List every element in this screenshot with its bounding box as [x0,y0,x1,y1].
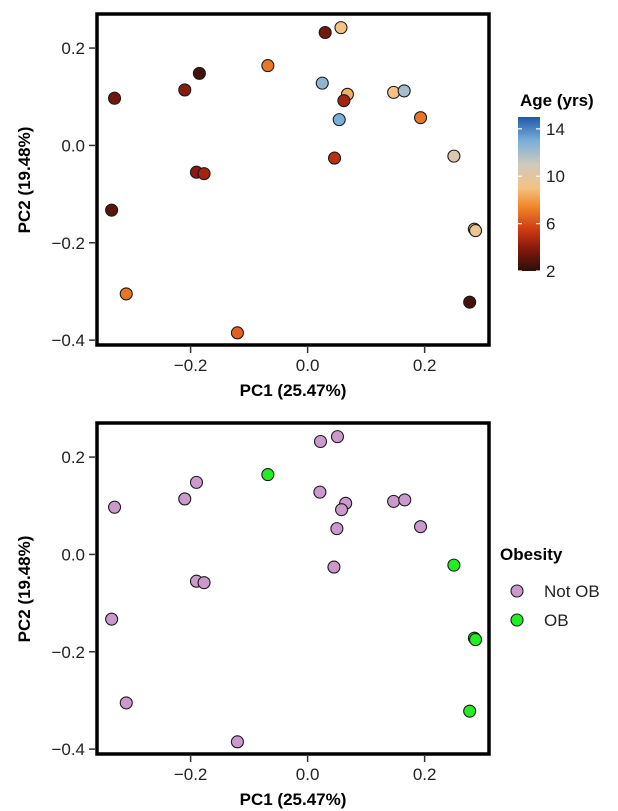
age-y-tick-label: 0.2 [61,39,85,58]
age-x-tick-label: 0.0 [296,356,320,375]
age-data-point [463,295,477,309]
obesity-data-point [413,520,428,534]
obesity-legend-swatch [510,584,524,598]
age-panel: −0.2 0.0 0.2 −0.4 −0.2 0.0 0.2 PC1 (25.47%) PC… [15,12,594,400]
age-colorbar-ticks: 14 10 6 2 [518,120,565,281]
age-y-tick-label: −0.4 [51,331,85,350]
age-colorbar-tick-label: 10 [546,167,565,186]
obesity-y-tick-label: −0.4 [51,740,85,759]
age-data-point [197,167,211,181]
age-colorbar-tick-label: 6 [546,215,555,234]
age-colorbar-legend: Age (yrs) 14 10 6 2 [518,91,594,281]
age-colorbar-tick-label: 2 [546,262,555,281]
obesity-data-point [327,560,341,574]
age-data-point [318,25,332,40]
obesity-x-axis-title: PC1 (25.47%) [240,790,347,809]
obesity-data-point [178,492,192,506]
obesity-data-point [463,704,477,718]
obesity-data-point [447,558,461,572]
age-colorbar [518,117,540,271]
age-data-point [261,59,275,73]
age-data-point [119,287,133,301]
age-data-point [327,151,342,165]
age-data-point [447,149,461,163]
obesity-data-point [261,468,275,482]
obesity-y-axis-title: PC2 (19.48%) [15,536,34,643]
age-data-point [105,203,119,217]
age-data-point [332,113,346,127]
obesity-data-point [119,696,133,710]
obesity-data-point [313,485,327,499]
age-data-point [334,21,348,35]
obesity-x-tick-label: 0.0 [296,765,320,784]
obesity-data-point [398,493,412,507]
obesity-data-point [335,503,349,517]
age-data-point [315,76,329,90]
age-data-point [337,94,351,108]
obesity-data-point [387,494,401,508]
obesity-data-point [189,475,204,489]
age-points [105,21,483,340]
obesity-x-tick-label: −0.2 [174,765,208,784]
obesity-legend-swatch [510,613,524,627]
obesity-data-point [230,735,244,749]
age-data-point [192,66,206,80]
obesity-points [105,430,483,749]
age-data-point [413,111,428,125]
age-colorbar-tick-label: 14 [546,120,565,139]
obesity-x-tick-label: 0.2 [413,765,437,784]
age-y-tick-label: −0.2 [51,234,85,253]
age-data-point [108,91,122,105]
obesity-legend: Obesity Not OB OB [500,545,600,630]
age-plot-frame [95,12,491,347]
age-data-point [230,326,244,340]
obesity-data-point [330,430,345,444]
obesity-data-point [313,434,328,449]
obesity-legend-label: Not OB [544,582,600,601]
obesity-data-point [105,612,119,626]
obesity-y-tick-label: 0.0 [61,545,85,564]
age-x-tick-label: −0.2 [174,356,208,375]
obesity-data-point [197,576,211,590]
obesity-legend-label: OB [544,611,569,630]
age-y-axis-title: PC2 (19.48%) [15,127,34,234]
obesity-y-tick-label: 0.2 [61,448,85,467]
age-data-point [397,84,411,98]
obesity-legend-title: Obesity [500,545,563,564]
obesity-legend-entries: Not OB OB [510,582,600,630]
age-data-point [468,224,483,238]
obesity-panel: −0.2 0.0 0.2 −0.4 −0.2 0.0 0.2 PC1 (25.47%) PC… [15,421,600,809]
obesity-data-point [468,633,483,647]
age-x-tick-label: 0.2 [413,356,437,375]
obesity-data-point [108,500,122,514]
obesity-axis-ticks: −0.2 0.0 0.2 −0.4 −0.2 0.0 0.2 [51,448,436,784]
obesity-y-tick-label: −0.2 [51,643,85,662]
age-data-point [178,83,192,97]
age-axis-ticks: −0.2 0.0 0.2 −0.4 −0.2 0.0 0.2 [51,39,436,375]
age-legend-title: Age (yrs) [520,91,594,110]
obesity-plot-frame [95,421,491,756]
age-y-tick-label: 0.0 [61,136,85,155]
obesity-data-point [330,522,344,536]
age-x-axis-title: PC1 (25.47%) [240,381,347,400]
